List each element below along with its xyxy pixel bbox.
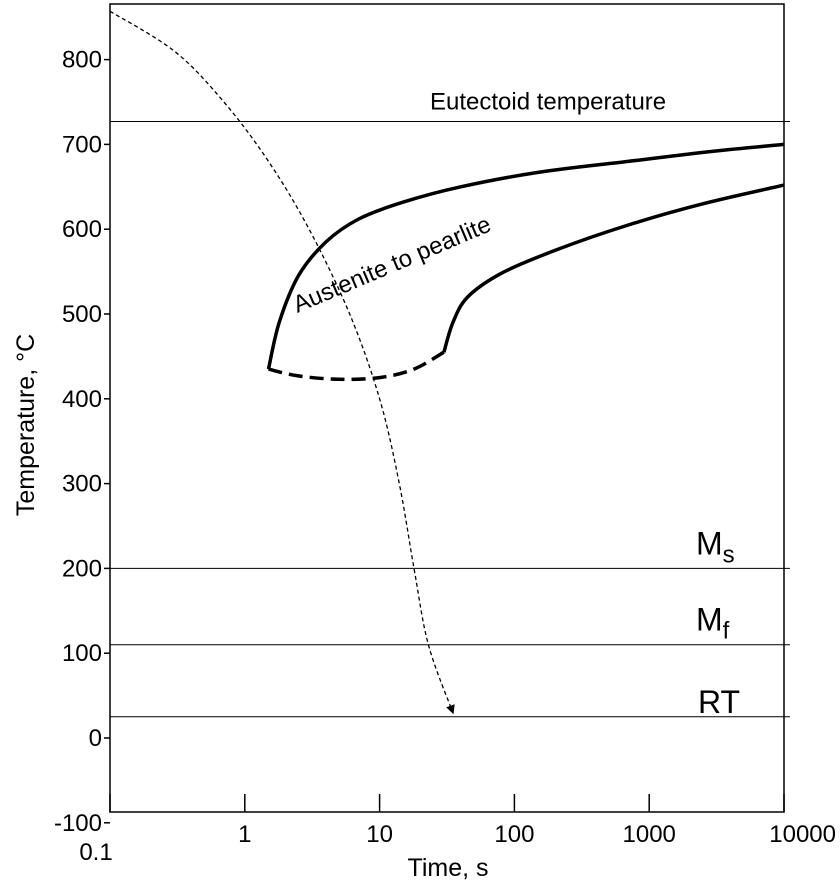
- y-tick-label: -100: [54, 810, 102, 837]
- transformation-curve-0: [266, 142, 785, 370]
- y-tick-label: 200: [62, 555, 102, 582]
- y-tick-label: 700: [62, 131, 102, 158]
- y-tick-label: 500: [62, 301, 102, 328]
- x-tick-label: 10000: [769, 821, 836, 848]
- y-axis-title: Temperature, °C: [12, 334, 40, 516]
- y-tick-label: 400: [62, 386, 102, 413]
- reference-label-ms: Ms: [696, 525, 735, 568]
- transformation-curve-dashed: [268, 350, 445, 382]
- series-layer: [109, 10, 785, 715]
- x-tick-label: 0.1: [79, 839, 112, 866]
- cooling-curve: [109, 10, 455, 715]
- x-tick-label: 10: [366, 821, 393, 848]
- y-ticks-layer: -1000100200300400500600700800900: [54, 47, 110, 837]
- y-tick-label: 300: [62, 471, 102, 498]
- reference-label-mf: Mf: [696, 602, 730, 645]
- x-axis-title: Time, s: [407, 854, 488, 882]
- x-ticks-layer: 0.1 1 10 100 1000 10000: [79, 794, 836, 866]
- x-tick-label: 1000: [623, 821, 676, 848]
- y-tick-label: 600: [62, 216, 102, 243]
- reference-label-eutectoid: Eutectoid temperature: [430, 89, 666, 116]
- plot-frame: [109, 3, 785, 813]
- y-tick-label: 800: [62, 47, 102, 74]
- y-tick-label: 100: [62, 640, 102, 667]
- transformation-curve-2: [442, 183, 785, 353]
- reference-label-rt: RT: [698, 684, 740, 720]
- x-tick-label: 1: [238, 821, 251, 848]
- x-tick-label: 100: [494, 821, 534, 848]
- reference-lines-layer: [110, 121, 790, 718]
- y-tick-label: 0: [89, 725, 102, 752]
